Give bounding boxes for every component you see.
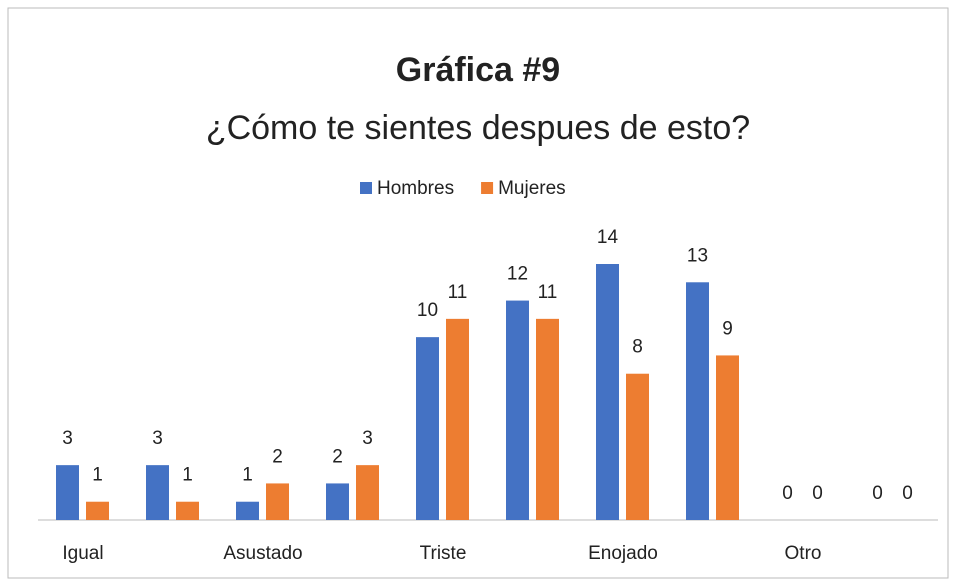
data-label: 1 [242, 465, 253, 486]
legend-swatch [481, 182, 494, 194]
data-label: 1 [182, 465, 193, 486]
data-label: 14 [597, 227, 619, 248]
data-label: 2 [332, 446, 343, 467]
data-label: 1 [92, 465, 103, 486]
chart-subtitle: ¿Cómo te sientes despues de esto? [206, 109, 750, 147]
bar [626, 373, 649, 520]
data-label: 0 [902, 483, 913, 504]
bar [596, 264, 619, 520]
data-label: 3 [362, 428, 373, 449]
x-tick-label: Igual [62, 543, 103, 564]
data-label: 3 [62, 428, 73, 449]
data-label: 0 [872, 483, 883, 504]
x-tick-label: Asustado [223, 543, 302, 564]
x-tick-label: Otro [785, 543, 822, 564]
data-label: 10 [417, 300, 438, 321]
data-label: 12 [507, 264, 528, 285]
bar [446, 318, 469, 520]
data-label: 9 [722, 318, 733, 339]
bar [356, 465, 379, 520]
bar [266, 483, 289, 520]
data-label: 0 [812, 483, 823, 504]
bar [326, 483, 349, 520]
bar [536, 318, 559, 520]
bar [176, 501, 199, 520]
bar [686, 282, 709, 520]
data-label: 0 [782, 483, 793, 504]
legend-swatch [360, 182, 372, 194]
bar [236, 501, 259, 520]
bar [506, 300, 529, 520]
bar [86, 501, 109, 520]
legend-label: Hombres [377, 178, 454, 199]
bar [56, 465, 79, 520]
chart-title: Gráfica #9 [396, 51, 560, 89]
data-label: 13 [687, 245, 708, 266]
data-label: 11 [448, 282, 468, 303]
data-label: 11 [538, 282, 558, 303]
x-tick-label: Triste [420, 543, 467, 564]
data-label: 8 [632, 337, 643, 358]
data-label: 2 [272, 446, 283, 467]
bar [716, 355, 739, 520]
legend-label: Mujeres [498, 178, 566, 199]
data-label: 3 [152, 428, 163, 449]
bar [416, 337, 439, 520]
x-tick-label: Enojado [588, 543, 658, 564]
bar [146, 465, 169, 520]
